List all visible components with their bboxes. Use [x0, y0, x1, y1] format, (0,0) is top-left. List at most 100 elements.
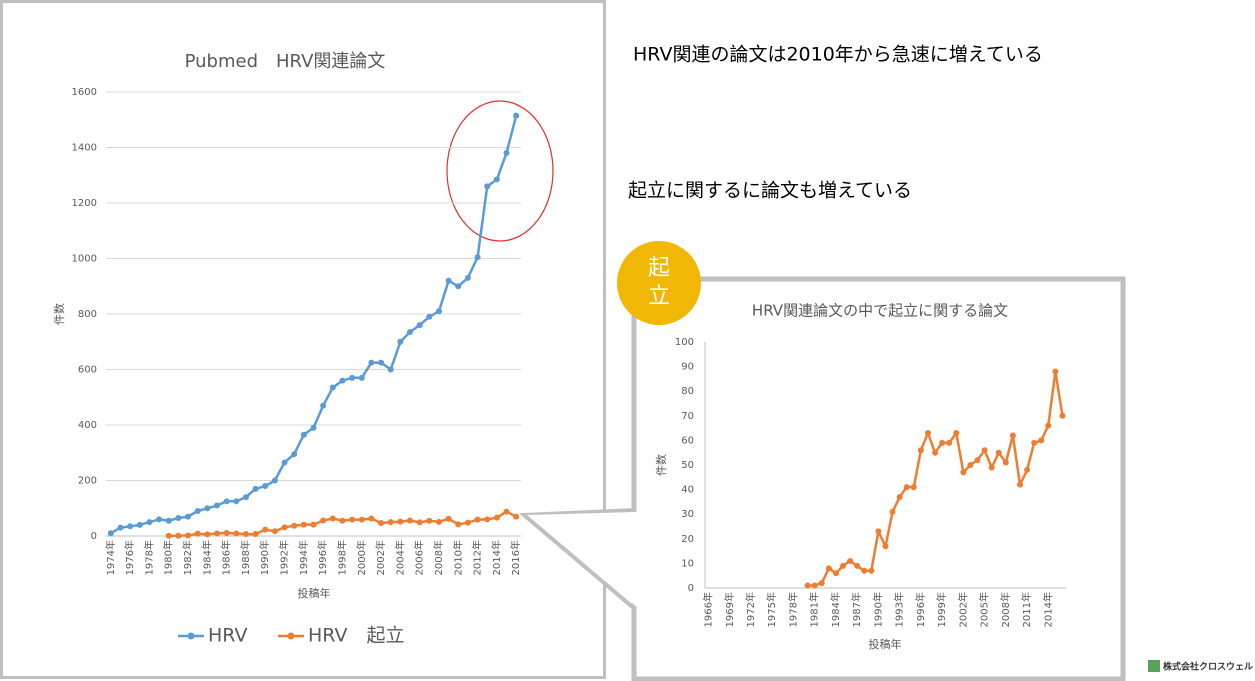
- x-tick-label: 1993年: [893, 592, 906, 627]
- data-point: [832, 570, 839, 577]
- legend-swatch: [187, 632, 195, 640]
- data-point: [974, 457, 981, 464]
- data-point: [917, 447, 924, 454]
- y-tick-label: 800: [78, 309, 97, 320]
- data-point: [435, 518, 442, 525]
- y-tick-label: 60: [681, 435, 694, 446]
- callout-fill: [527, 512, 638, 608]
- badge: [617, 241, 701, 325]
- legend-label: HRV 起立: [308, 625, 404, 647]
- x-axis-label: 投稿年: [869, 637, 902, 651]
- data-point: [1052, 368, 1059, 375]
- x-tick-label: 2014年: [1041, 592, 1054, 627]
- x-tick-label: 2016年: [509, 540, 522, 575]
- x-tick-label: 1988年: [239, 540, 252, 575]
- data-point: [435, 308, 442, 315]
- data-point: [242, 531, 249, 538]
- data-point: [1059, 412, 1066, 419]
- x-tick-label: 2005年: [978, 592, 991, 627]
- y-tick-label: 100: [675, 337, 694, 348]
- legend-swatch: [287, 632, 295, 640]
- data-point: [1016, 481, 1023, 488]
- logo-mark: [1148, 660, 1160, 672]
- logo: 株式会社クロスウェル: [1163, 661, 1253, 673]
- data-point: [825, 565, 832, 572]
- data-point: [329, 515, 336, 522]
- data-point: [513, 513, 520, 520]
- x-tick-label: 2002年: [374, 540, 387, 575]
- data-point: [378, 359, 385, 366]
- x-tick-label: 1974年: [104, 540, 117, 575]
- data-point: [349, 374, 356, 381]
- y-tick-label: 90: [681, 362, 694, 373]
- data-point: [455, 521, 462, 528]
- x-tick-label: 2011年: [1020, 592, 1033, 627]
- data-point: [416, 322, 423, 329]
- x-tick-label: 1996年: [914, 592, 927, 627]
- data-point: [939, 439, 946, 446]
- data-point: [988, 464, 995, 471]
- data-point: [474, 254, 481, 261]
- x-tick-label: 1975年: [765, 592, 778, 627]
- x-tick-label: 1969年: [723, 592, 736, 627]
- data-point: [358, 374, 365, 381]
- data-point: [397, 518, 404, 525]
- x-tick-label: 1999年: [935, 592, 948, 627]
- data-point: [271, 477, 278, 484]
- data-point: [503, 508, 510, 515]
- y-tick-label: 400: [78, 420, 97, 431]
- data-point: [946, 439, 953, 446]
- data-point: [1031, 439, 1038, 446]
- data-point: [484, 183, 491, 190]
- x-tick-label: 2004年: [393, 540, 406, 575]
- data-point: [223, 498, 230, 505]
- x-tick-label: 1978年: [786, 592, 799, 627]
- y-tick-label: 0: [688, 583, 694, 594]
- data-point: [175, 514, 182, 521]
- data-point: [165, 517, 172, 524]
- data-point: [156, 516, 163, 523]
- x-tick-label: 1981年: [808, 592, 821, 627]
- data-point: [445, 515, 452, 522]
- data-point: [397, 338, 404, 345]
- x-tick-label: 1966年: [702, 592, 715, 627]
- y-tick-label: 0: [91, 531, 97, 542]
- data-point: [818, 580, 825, 587]
- data-point: [445, 277, 452, 284]
- y-tick-label: 200: [78, 476, 97, 487]
- chart-frame: [0, 0, 606, 679]
- y-tick-label: 40: [681, 485, 694, 496]
- data-point: [981, 447, 988, 454]
- data-point: [320, 402, 327, 409]
- x-tick-label: 1972年: [744, 592, 757, 627]
- data-point: [358, 516, 365, 523]
- data-point: [107, 530, 114, 537]
- data-point: [854, 562, 861, 569]
- highlight-ellipse: [446, 100, 554, 242]
- data-point: [995, 449, 1002, 456]
- y-tick-label: 1000: [72, 254, 97, 265]
- data-point: [320, 517, 327, 524]
- data-point: [185, 532, 192, 539]
- legend-label: HRV: [208, 625, 247, 647]
- data-point: [932, 449, 939, 456]
- data-point: [136, 521, 143, 528]
- data-point: [310, 424, 317, 431]
- data-point: [204, 505, 211, 512]
- data-point: [146, 519, 153, 526]
- x-tick-label: 1987年: [850, 592, 863, 627]
- data-point: [861, 567, 868, 574]
- data-point: [349, 516, 356, 523]
- x-tick-label: 2010年: [451, 540, 464, 575]
- data-point: [252, 531, 259, 538]
- badge-text: 起: [648, 256, 670, 281]
- x-tick-label: 2000年: [355, 540, 368, 575]
- y-tick-label: 10: [681, 558, 694, 569]
- data-point: [204, 531, 211, 538]
- headline: HRV関連の論文は2010年から急速に増えている: [633, 44, 1043, 66]
- data-point: [513, 112, 520, 119]
- data-point: [889, 508, 896, 515]
- data-point: [503, 150, 510, 157]
- data-point: [291, 451, 298, 458]
